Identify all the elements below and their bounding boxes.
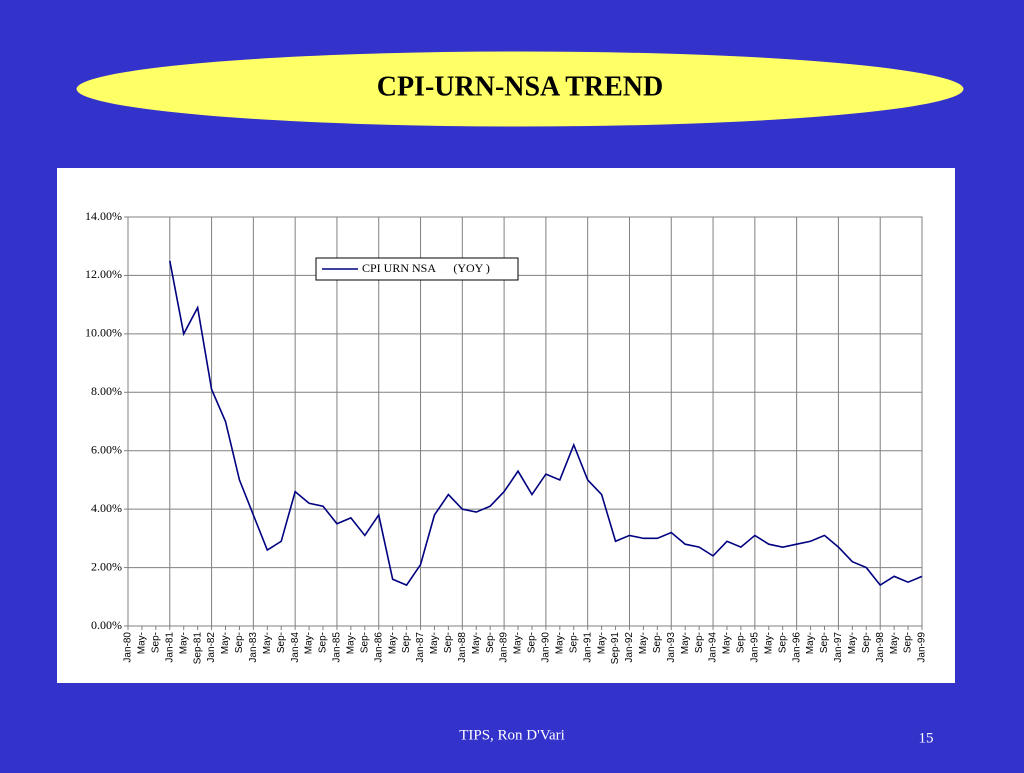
x-tick-label: Sep- [819,632,830,653]
x-tick-label: Jan-87 [415,632,426,663]
y-tick-label: 12.00% [85,267,122,281]
x-tick-label: Sep- [527,632,538,653]
x-tick-label: Sep-91 [610,632,621,665]
x-tick-label: May- [722,632,733,654]
x-tick-label: May- [137,632,148,654]
x-tick-label: Jan-86 [373,632,384,663]
x-tick-label: May- [513,632,524,654]
x-tick-label: Jan-95 [749,632,760,663]
x-tick-label: May- [847,632,858,654]
x-tick-label: Jan-82 [206,632,217,663]
x-tick-label: May- [429,632,440,654]
slide-title: CPI-URN-NSA TREND [377,71,664,102]
x-tick-label: Jan-93 [666,632,677,663]
y-tick-label: 0.00% [91,618,122,632]
x-tick-label: Sep-81 [192,632,203,665]
x-tick-label: May- [220,632,231,654]
x-tick-label: Jan-85 [332,632,343,663]
x-tick-label: Jan-90 [541,632,552,663]
x-tick-label: May- [554,632,565,654]
x-tick-label: Sep- [359,632,370,653]
x-tick-label: Jan-81 [164,632,175,663]
y-tick-label: 8.00% [91,384,122,398]
x-tick-label: Sep- [485,632,496,653]
x-tick-label: Jan-91 [582,632,593,663]
x-tick-label: Sep- [652,632,663,653]
plot: 0.00% 2.00% 4.00% 6.00% 8.00% 10.00% 12.00% 14.… [85,209,928,665]
x-tick-label: Sep- [151,632,162,653]
y-tick-label: 4.00% [91,501,122,515]
x-tick-label: Jan-89 [499,632,510,663]
x-tick-label: May- [889,632,900,654]
x-tick-label: May- [763,632,774,654]
x-tick-label: May- [638,632,649,654]
x-tick-label: Jan-96 [791,632,802,663]
x-tick-label: May- [387,632,398,654]
footer-source: TIPS, Ron D'Vari [459,727,565,743]
y-tick-label: 14.00% [85,209,122,223]
line-series [169,260,923,587]
x-tick-label: Jan-84 [290,632,301,663]
legend-label: CPI URN NSA (YOY ) [362,261,490,275]
x-tick-label: Sep- [234,632,245,653]
x-tick-label: May- [680,632,691,654]
title-ellipse [75,50,965,128]
x-tick-label: Sep- [903,632,914,653]
x-tick-label: Sep- [777,632,788,653]
x-tick-label: May- [471,632,482,654]
x-tick-label: May- [262,632,273,654]
x-tick-label: Jan-83 [248,632,259,663]
x-tick-label: Jan-99 [917,632,928,663]
x-tick-label: Jan-92 [624,632,635,663]
x-tick-label: Sep- [694,632,705,653]
x-tick-label: May- [178,632,189,654]
legend-box [315,257,519,281]
x-tick-label: Jan-80 [123,632,134,663]
y-tick-label: 6.00% [91,442,122,456]
x-tick-label: Jan-98 [875,632,886,663]
chart-panel [57,168,955,683]
x-tick-label: Jan-94 [708,632,719,663]
x-tick-label: Sep- [276,632,287,653]
x-tick-label: May- [346,632,357,654]
page-number: 15 [919,730,934,746]
y-tick-label: 10.00% [85,326,122,340]
x-tick-label: Jan-97 [833,632,844,663]
x-tick-label: Sep- [443,632,454,653]
x-tick-label: May- [805,632,816,654]
x-tick-label: Sep- [568,632,579,653]
x-tick-label: Sep- [318,632,329,653]
x-tick-label: Jan-88 [457,632,468,663]
x-tick-label: Sep- [736,632,747,653]
x-tick-label: Sep- [401,632,412,653]
x-tick-label: Sep- [861,632,872,653]
x-tick-label: May- [304,632,315,654]
y-tick-label: 2.00% [91,559,122,573]
x-tick-label: May- [596,632,607,654]
